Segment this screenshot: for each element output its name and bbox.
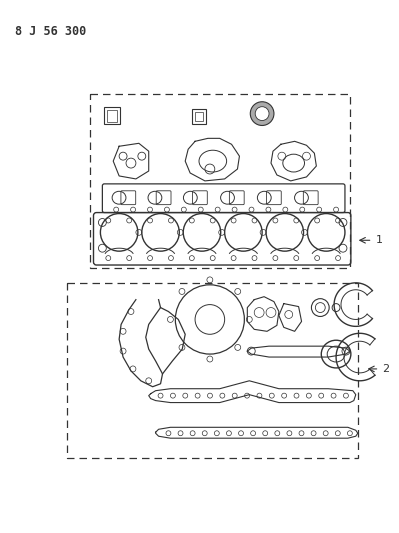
Bar: [67, 283, 358, 458]
Text: 1: 1: [375, 235, 383, 245]
Circle shape: [250, 102, 274, 125]
Bar: [89, 94, 350, 268]
Text: 8 J 56 300: 8 J 56 300: [15, 25, 86, 37]
Circle shape: [255, 107, 269, 120]
Text: 2: 2: [382, 364, 389, 374]
